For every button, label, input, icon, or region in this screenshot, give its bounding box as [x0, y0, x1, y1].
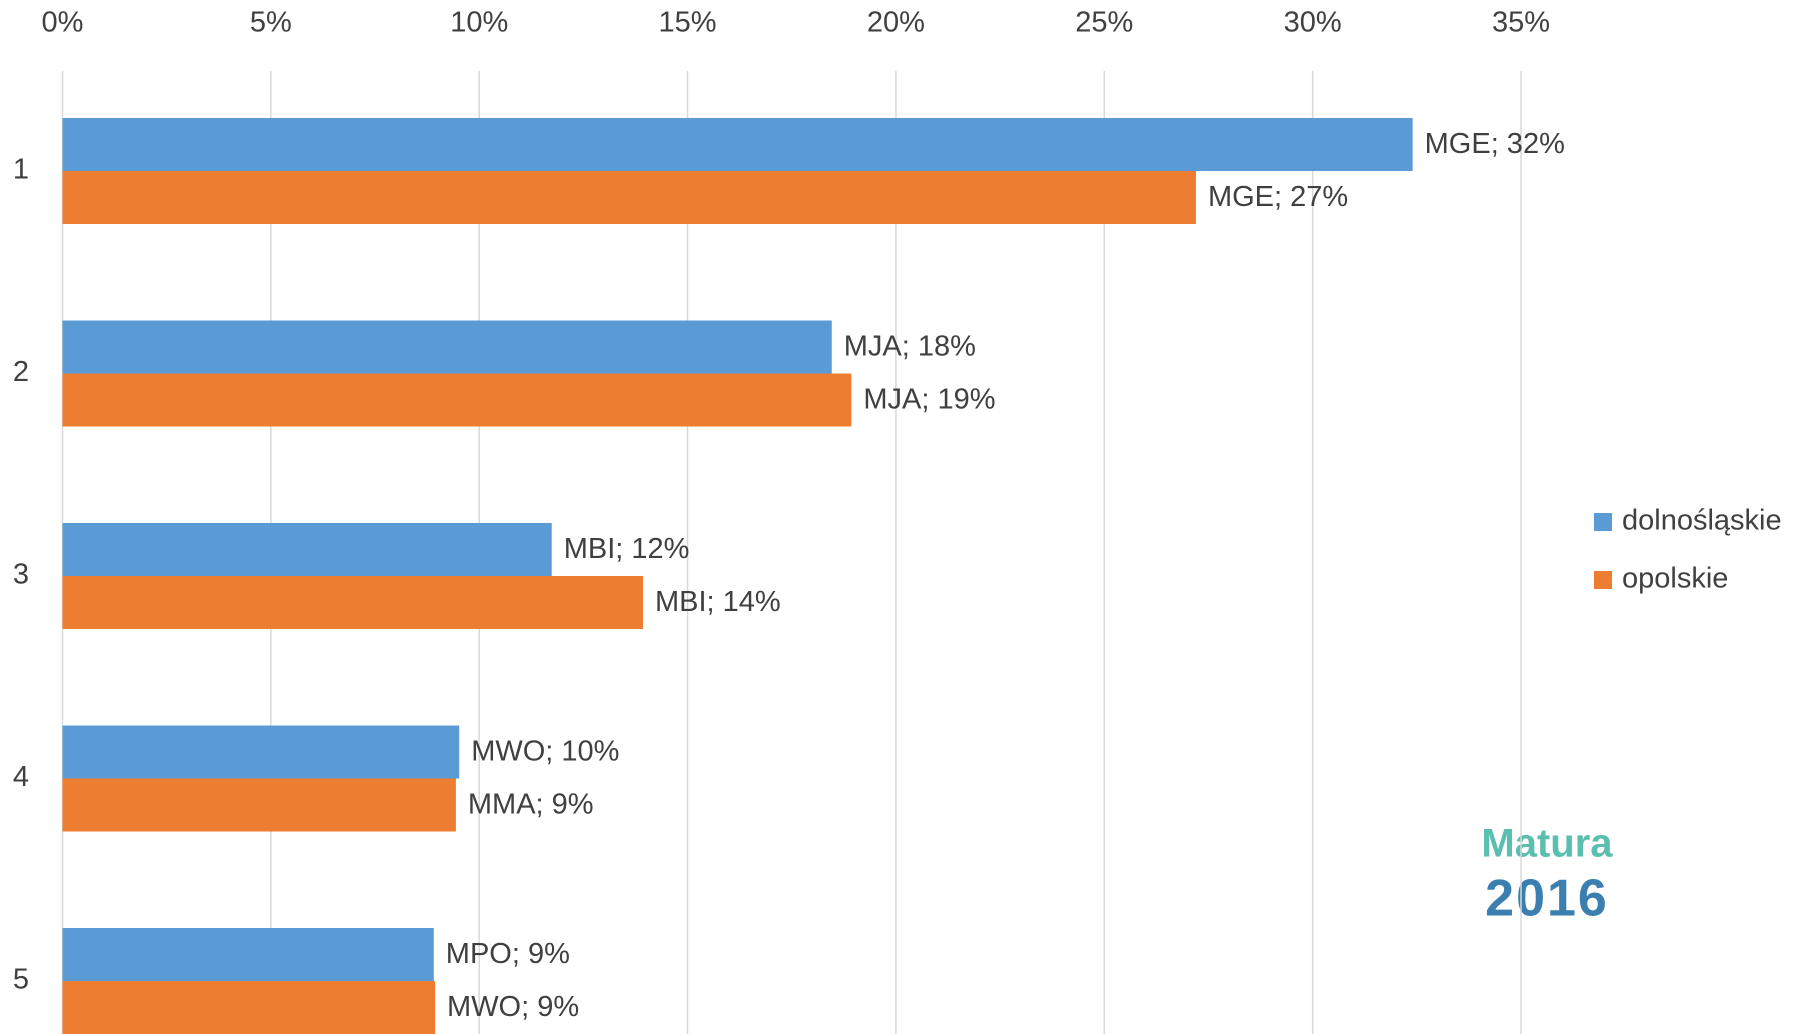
x-tick-label: 25%	[1075, 7, 1133, 39]
legend-label: opolskie	[1622, 563, 1728, 595]
logo-title: Matura	[1481, 822, 1613, 866]
data-label: MBI; 12%	[564, 533, 690, 565]
data-label: MBI; 14%	[655, 586, 781, 618]
bar	[62, 725, 460, 779]
data-label: MWO; 10%	[471, 736, 619, 768]
data-label: MGE; 32%	[1425, 128, 1565, 160]
y-tick-label: 2	[13, 356, 29, 388]
x-tick-label: 30%	[1284, 7, 1342, 39]
x-tick-label: 15%	[659, 7, 717, 39]
x-tick-label: 5%	[250, 7, 292, 39]
x-tick-label: 0%	[42, 7, 84, 39]
y-tick-label: 5	[13, 964, 29, 996]
x-tick-label: 10%	[450, 7, 508, 39]
bar	[62, 778, 456, 832]
bar	[62, 320, 832, 374]
y-tick-label: 3	[13, 559, 29, 591]
bar	[62, 928, 434, 981]
data-label: MJA; 18%	[844, 331, 976, 363]
y-tick-label: 4	[13, 761, 29, 793]
data-label: MGE; 27%	[1208, 181, 1348, 213]
y-tick-label: 1	[13, 154, 29, 186]
data-label: MMA; 9%	[468, 789, 594, 821]
data-label: MJA; 19%	[863, 384, 995, 416]
logo-year: 2016	[1485, 870, 1609, 928]
bar	[62, 523, 552, 576]
bar	[62, 118, 1413, 171]
data-label: MPO; 9%	[446, 938, 570, 970]
bar	[62, 576, 643, 629]
legend-swatch	[1594, 513, 1612, 531]
legend-swatch	[1594, 571, 1612, 589]
legend-label: dolnośląskie	[1622, 505, 1782, 537]
x-tick-label: 35%	[1492, 7, 1550, 39]
bar	[62, 171, 1196, 224]
data-label: MWO; 9%	[447, 991, 579, 1023]
bar	[62, 373, 852, 427]
x-tick-label: 20%	[867, 7, 925, 39]
bar	[62, 981, 436, 1034]
